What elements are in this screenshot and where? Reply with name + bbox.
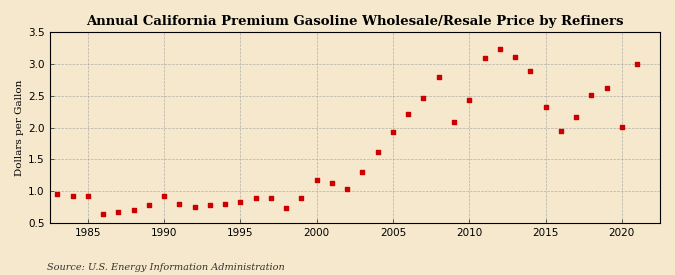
Point	[601, 86, 612, 90]
Point	[449, 120, 460, 125]
Point	[52, 192, 63, 197]
Point	[494, 46, 505, 51]
Point	[556, 128, 566, 133]
Point	[189, 204, 200, 209]
Point	[281, 206, 292, 211]
Point	[510, 55, 520, 60]
Point	[265, 196, 276, 200]
Point	[464, 98, 475, 102]
Point	[205, 202, 215, 207]
Point	[433, 74, 444, 79]
Point	[479, 56, 490, 60]
Point	[67, 194, 78, 198]
Point	[250, 196, 261, 200]
Point	[143, 202, 154, 207]
Title: Annual California Premium Gasoline Wholesale/Resale Price by Refiners: Annual California Premium Gasoline Whole…	[86, 15, 624, 28]
Point	[418, 95, 429, 100]
Point	[128, 208, 139, 213]
Point	[174, 202, 185, 206]
Point	[220, 202, 231, 206]
Point	[113, 210, 124, 214]
Point	[342, 187, 352, 192]
Point	[540, 105, 551, 109]
Point	[296, 196, 307, 200]
Point	[82, 194, 93, 199]
Point	[616, 125, 627, 129]
Point	[525, 69, 536, 74]
Point	[373, 150, 383, 154]
Y-axis label: Dollars per Gallon: Dollars per Gallon	[15, 79, 24, 176]
Point	[98, 211, 109, 216]
Point	[387, 130, 398, 134]
Point	[311, 178, 322, 183]
Point	[357, 170, 368, 174]
Point	[586, 93, 597, 97]
Text: Source: U.S. Energy Information Administration: Source: U.S. Energy Information Administ…	[47, 263, 285, 272]
Point	[570, 114, 581, 119]
Point	[235, 200, 246, 204]
Point	[632, 62, 643, 66]
Point	[403, 111, 414, 116]
Point	[327, 181, 338, 185]
Point	[159, 194, 169, 198]
